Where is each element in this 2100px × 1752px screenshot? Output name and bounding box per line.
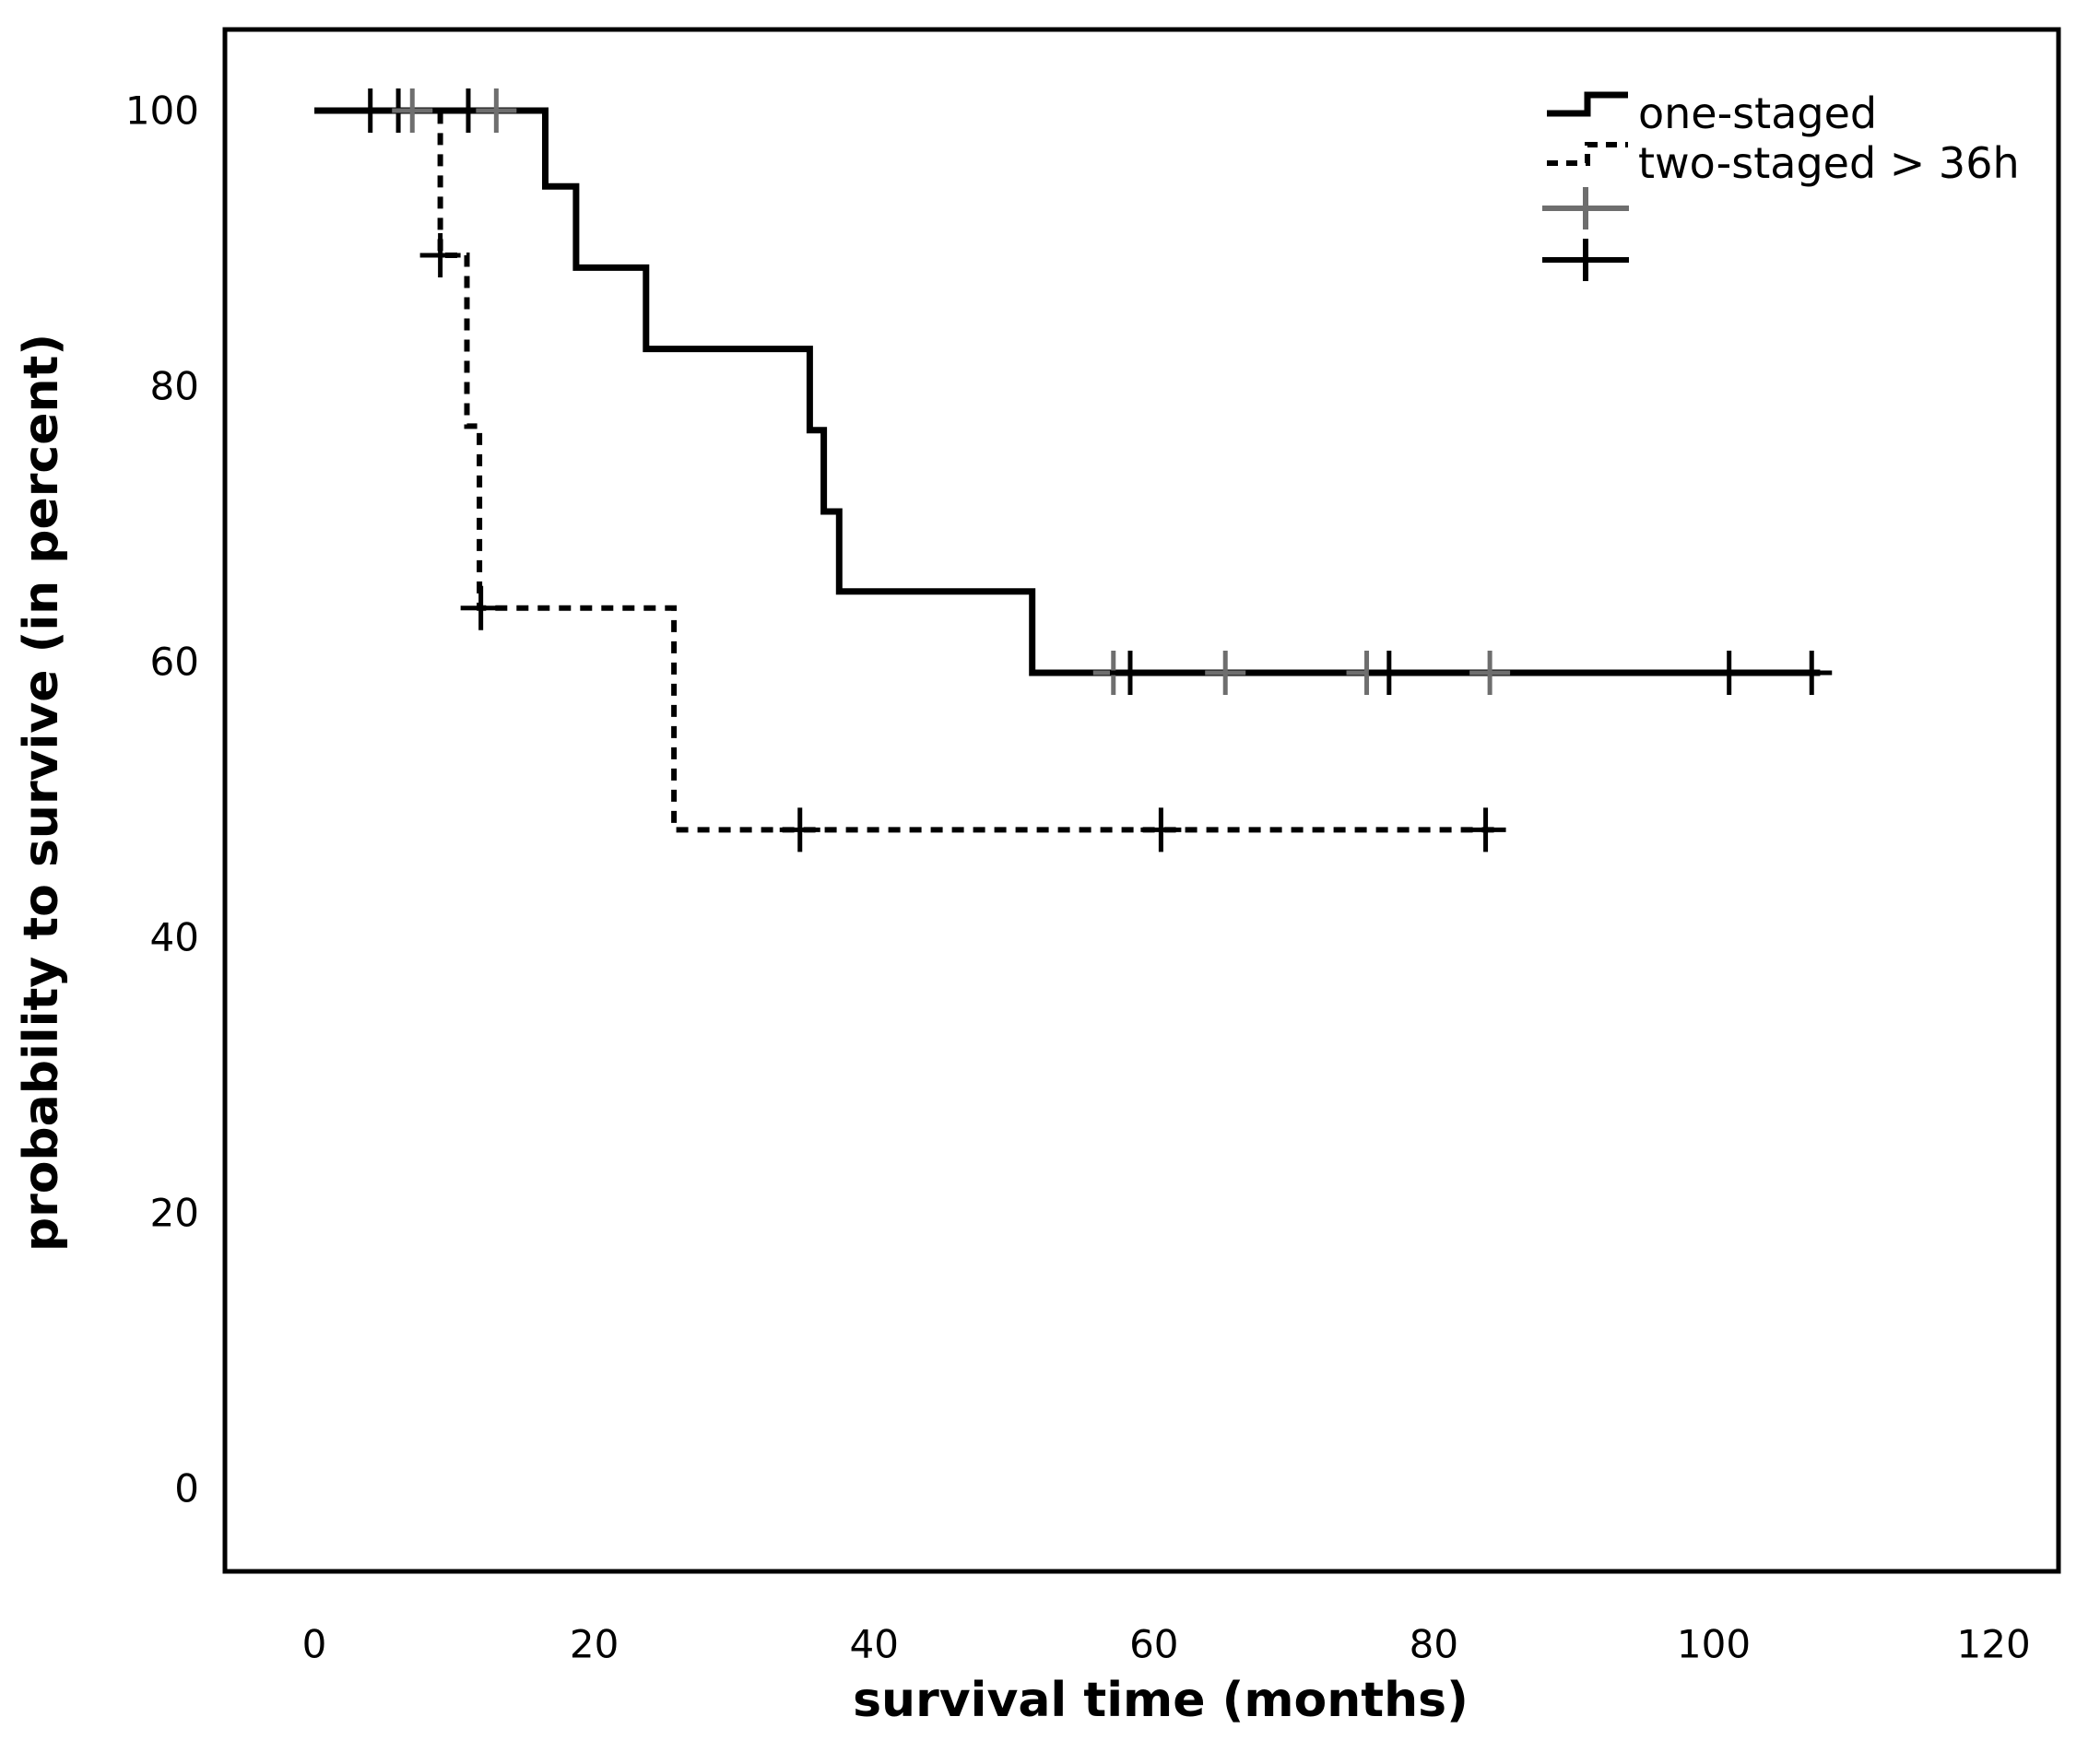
x-tick-label: 80 <box>1410 1622 1458 1667</box>
legend-solid-step-icon <box>1547 91 1628 117</box>
y-axis-title: probability to survive (in percent) <box>14 334 69 1252</box>
survival-curve-two-staged <box>314 108 1503 833</box>
y-tick-label: 40 <box>150 915 199 960</box>
y-tick-label: 80 <box>150 364 199 409</box>
legend-label: one-staged <box>1638 88 1877 138</box>
x-tick-label: 60 <box>1129 1622 1178 1667</box>
plot-frame <box>222 27 2061 1574</box>
x-tick-label: 20 <box>570 1622 619 1667</box>
x-tick-label: 120 <box>1957 1622 2031 1667</box>
censor-marks <box>349 88 1833 852</box>
x-axis-title: survival time (months) <box>853 1673 1469 1728</box>
survival-curve-one-staged <box>314 107 1821 676</box>
survival-curves <box>314 107 1821 833</box>
legend-dashed-step-icon <box>1547 142 1628 166</box>
y-tick-label: 100 <box>125 88 199 134</box>
y-axis-tick-labels: 100 80 60 40 20 0 <box>125 88 199 1511</box>
y-tick-label: 60 <box>150 640 199 685</box>
x-tick-label: 100 <box>1677 1622 1751 1667</box>
legend-label: two-staged > 36h <box>1638 138 2020 188</box>
x-tick-label: 40 <box>849 1622 898 1667</box>
x-axis-tick-labels: 0 20 40 60 80 100 120 <box>302 1622 2031 1667</box>
x-tick-label: 0 <box>302 1622 327 1667</box>
y-tick-label: 20 <box>150 1191 199 1236</box>
y-tick-label: 0 <box>174 1466 199 1511</box>
